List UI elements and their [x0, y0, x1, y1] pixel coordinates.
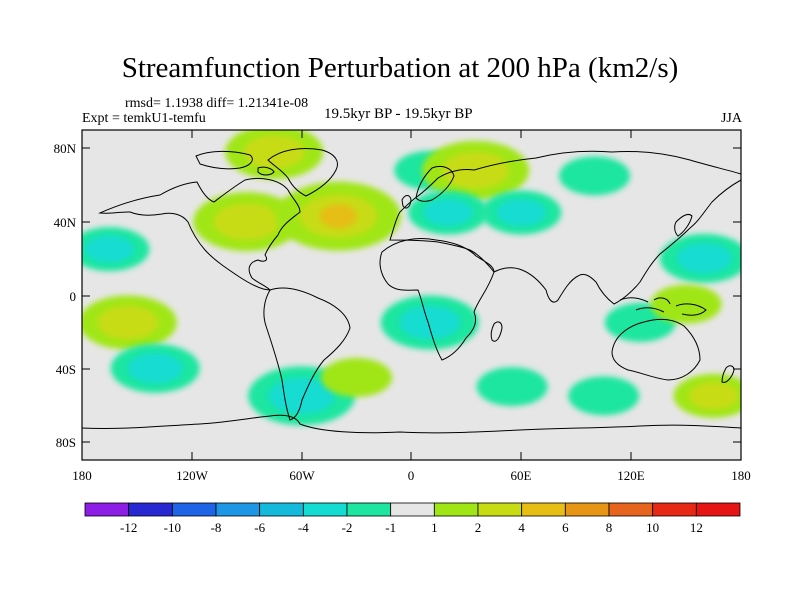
- lon-label-120e: 120E: [617, 468, 645, 483]
- colorbar-label: -4: [298, 520, 309, 535]
- colorbar-label: 2: [475, 520, 482, 535]
- coast-madagascar: [490, 321, 503, 342]
- coast-south-america: [263, 287, 351, 421]
- lat-label-0: 0: [70, 289, 77, 304]
- colorbar-swatch: [477, 502, 523, 517]
- colorbar-swatch: [521, 502, 566, 517]
- coast-arctic-islands: [195, 150, 275, 176]
- contour-core-6: [496, 198, 547, 227]
- colorbar-label: 6: [562, 520, 569, 535]
- colorbar-swatch: [84, 502, 130, 517]
- lat-label-40s: 40S: [56, 362, 76, 377]
- contour-core-8: [676, 243, 732, 274]
- lon-label-60e: 60E: [511, 468, 532, 483]
- coastlines: [82, 147, 741, 434]
- colorbar-swatch: [652, 502, 697, 517]
- lon-label-60w: 60W: [289, 468, 315, 483]
- contour-core-2: [243, 135, 305, 169]
- colorbar-label: 1: [431, 520, 438, 535]
- lat-labels: 80N 40N 0 40S 80S: [54, 141, 77, 450]
- colorbar-label: -1: [385, 520, 396, 535]
- colorbar-swatch: [433, 502, 479, 517]
- colorbar-label: -8: [211, 520, 222, 535]
- colorbar-label: 12: [690, 520, 703, 535]
- map-title: Streamfunction Perturbation at 200 hPa (…: [121, 52, 679, 84]
- coast-north-america: [98, 177, 301, 291]
- colorbar-swatch: [608, 502, 654, 517]
- contour-core-10: [97, 305, 159, 340]
- colorbar-label: 10: [646, 520, 659, 535]
- lon-label-0: 0: [408, 468, 415, 483]
- lon-label-180e: 180: [731, 468, 751, 483]
- contour-region-7: [559, 156, 631, 196]
- colorbar-label: -6: [254, 520, 265, 535]
- contour-region-15: [568, 376, 640, 416]
- contour-core-9: [84, 235, 135, 263]
- contour-region-14: [476, 367, 548, 407]
- colorbar-labels: -12 -10 -8 -6 -4 -2 -1 1 2 4 6 8 10 12: [120, 520, 703, 535]
- lat-label-40n: 40N: [54, 215, 77, 230]
- colorbar-swatch: [215, 502, 261, 517]
- colorbar-label: -12: [120, 520, 137, 535]
- coast-indonesia: [619, 297, 707, 316]
- coast-british-isles: [401, 195, 412, 209]
- stats-label: rmsd= 1.1938 diff= 1.21341e-08: [125, 96, 309, 111]
- colorbar-label: -10: [164, 520, 181, 535]
- contour-core-11: [127, 353, 183, 384]
- lon-tick-marks: [81, 130, 742, 460]
- colorbar-label: 4: [518, 520, 525, 535]
- contour-core-4: [442, 152, 509, 189]
- colorbar-swatch: [346, 502, 392, 517]
- colorbar-label: -2: [342, 520, 353, 535]
- contour-core-16: [688, 382, 739, 410]
- coast-greenland: [267, 147, 338, 197]
- coast-scandinavia: [415, 165, 455, 202]
- contour-core-12: [399, 305, 461, 340]
- coast-antarctica: [82, 414, 741, 434]
- season-label: JJA: [720, 111, 742, 126]
- experiment-label: Expt = temkU1-temfu: [82, 111, 206, 126]
- lat-label-80n: 80N: [54, 141, 77, 156]
- colorbar-swatch: [390, 502, 435, 517]
- coast-eurasia: [389, 150, 741, 305]
- lon-labels: 180 120W 60W 0 60E 120E 180: [72, 468, 751, 483]
- lon-label-180w: 180: [72, 468, 92, 483]
- lat-tick-marks: [82, 147, 741, 443]
- coast-japan: [674, 213, 693, 237]
- colorbar-swatch: [564, 502, 610, 517]
- contour-core-0: [213, 203, 280, 240]
- colorbar: [84, 502, 741, 517]
- colorbar-swatch: [171, 502, 217, 517]
- colorbar-swatch: [259, 502, 304, 517]
- colorbar-swatch: [128, 502, 173, 517]
- colorbar-swatch: [695, 502, 741, 517]
- lat-label-80s: 80S: [56, 435, 76, 450]
- contour-peak-1: [319, 204, 358, 229]
- coast-new-zealand: [721, 365, 735, 383]
- contour-core-5: [423, 198, 473, 227]
- contour-core-13: [268, 377, 335, 415]
- coast-australia: [611, 318, 701, 381]
- colorbar-label: 8: [606, 520, 613, 535]
- colorbar-swatch: [302, 502, 348, 517]
- lon-label-120w: 120W: [176, 468, 209, 483]
- contour-region-19: [321, 358, 393, 397]
- period-label: 19.5kyr BP - 19.5kyr BP: [324, 106, 473, 122]
